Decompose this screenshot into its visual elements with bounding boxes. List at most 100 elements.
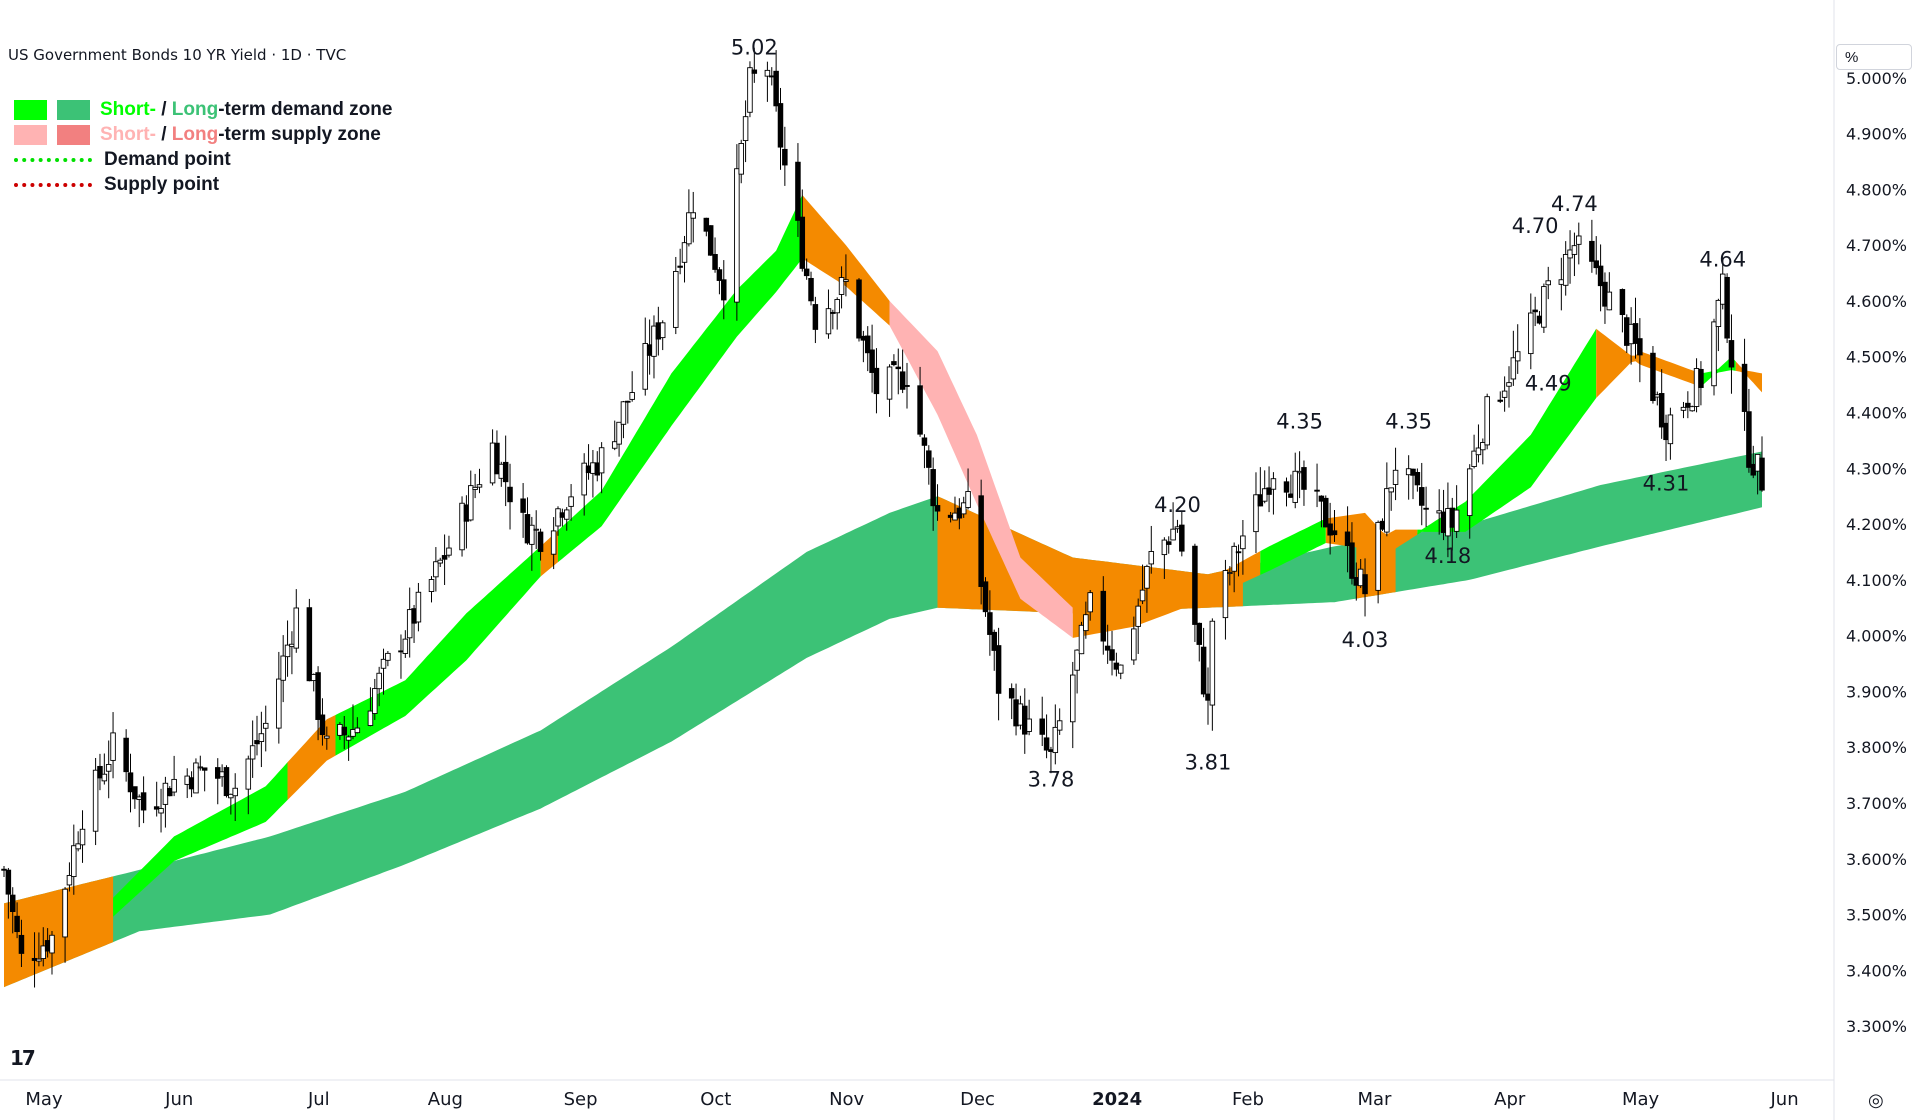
candle-body	[563, 509, 570, 520]
short-supply-swatch	[14, 124, 47, 145]
candle-body	[1292, 470, 1298, 503]
candle-body	[468, 485, 474, 521]
candle-body	[899, 371, 906, 390]
candle-body	[1323, 497, 1329, 528]
candle-body	[1602, 281, 1608, 307]
candle-body	[1624, 317, 1630, 346]
candle-body	[1436, 510, 1442, 514]
candle-body	[1, 868, 7, 871]
candle-body	[66, 875, 73, 886]
candle-body	[1528, 312, 1534, 355]
candle-body	[249, 745, 256, 760]
tradingview-logo-icon[interactable]: 17	[10, 1046, 36, 1070]
candle-body	[101, 773, 108, 782]
candle-body	[960, 502, 967, 515]
candle-body	[738, 143, 744, 175]
candle-body	[245, 758, 252, 790]
candle-body	[319, 714, 326, 736]
candle-body	[559, 512, 566, 518]
candle-body	[153, 806, 160, 810]
candle-body	[223, 767, 230, 797]
y-tick-label: 3.800%	[1846, 738, 1907, 757]
candle-body	[616, 421, 622, 445]
x-tick-label: Jul	[307, 1089, 330, 1110]
x-tick-label: Oct	[700, 1089, 731, 1110]
candle-body	[598, 447, 605, 474]
candle-body	[734, 168, 740, 303]
supply-point-swatch	[14, 182, 92, 187]
candle-body	[36, 958, 42, 962]
x-tick-label: Nov	[829, 1089, 864, 1110]
candle-body	[917, 385, 923, 435]
candle-body	[965, 491, 971, 508]
candle-body	[1567, 249, 1573, 259]
candle-body	[1405, 468, 1412, 476]
candle-body	[123, 737, 129, 773]
candle-body	[171, 778, 177, 793]
y-tick-label: 4.400%	[1846, 403, 1907, 422]
candle-body	[555, 508, 561, 527]
candle-body	[306, 607, 313, 682]
candle-body	[31, 957, 38, 961]
short-term-zone-segment	[1596, 328, 1701, 398]
candle-body	[1418, 487, 1425, 506]
candle-body	[1170, 528, 1176, 541]
x-tick-label: May	[1622, 1089, 1660, 1110]
pivot-label: 4.35	[1276, 409, 1323, 433]
candle-body	[1532, 309, 1538, 313]
y-tick-label: 4.200%	[1846, 515, 1907, 534]
candle-body	[620, 401, 627, 425]
candle-body	[1052, 726, 1059, 754]
candle-body	[956, 507, 963, 519]
candle-body	[1104, 645, 1111, 651]
candle-body	[127, 772, 134, 793]
candle-body	[1022, 705, 1028, 735]
pivot-label: 5.02	[731, 36, 778, 60]
pivot-label: 4.70	[1512, 214, 1559, 238]
x-tick-label: Dec	[960, 1089, 995, 1110]
candle-body	[825, 308, 832, 335]
candle-body	[1480, 442, 1486, 451]
candle-body	[310, 673, 317, 682]
candle-body	[498, 463, 505, 479]
candle-body	[1445, 508, 1451, 537]
candle-body	[869, 349, 875, 373]
chart-title: US Government Bonds 10 YR Yield · 1D · T…	[8, 46, 347, 64]
candle-body	[1331, 530, 1338, 536]
candle-body	[193, 762, 199, 794]
time-axis[interactable]: May Jun Jul Aug Sep Oct Nov Dec 2024 Feb Mar Apr May…	[25, 1089, 1798, 1110]
candle-body	[1357, 568, 1364, 587]
candle-body	[716, 269, 723, 281]
candle-body	[1759, 457, 1765, 491]
candle-body	[585, 465, 592, 474]
candle-body	[433, 561, 439, 578]
price-axis[interactable]: 5.000% 4.900% 4.800% 4.700% 4.600% 4.500% 4.40…	[1846, 69, 1907, 1036]
candle-body	[1139, 589, 1146, 602]
settings-icon[interactable]: ◎	[1868, 1090, 1884, 1110]
candle-body	[428, 579, 435, 592]
short-term-zone-segment	[113, 762, 288, 917]
candle-body	[162, 782, 169, 805]
candle-body	[769, 75, 775, 78]
x-tick-label: Apr	[1494, 1089, 1526, 1110]
candle-body	[1685, 402, 1691, 408]
legend: Short- / Long -term demand zone Short- / …	[14, 97, 392, 197]
candle-body	[886, 366, 893, 400]
legend-sep-text: /	[155, 123, 172, 145]
legend-rest-text: -term supply zone	[218, 123, 381, 145]
candle-body	[411, 608, 417, 624]
candle-body	[524, 514, 531, 544]
candle-body	[904, 385, 910, 387]
candle-body	[947, 514, 954, 518]
candle-body	[367, 710, 374, 726]
candle-body	[590, 462, 596, 474]
candle-body	[1711, 321, 1717, 387]
candle-body	[1637, 338, 1643, 356]
candle-body	[1235, 551, 1242, 554]
short-term-zone-segment	[1735, 361, 1762, 393]
candle-body	[1558, 279, 1565, 285]
candle-body	[864, 335, 871, 354]
candle-body	[502, 461, 509, 483]
candle-body	[1131, 628, 1137, 661]
price-scale-unit-button[interactable]: %	[1836, 44, 1912, 70]
